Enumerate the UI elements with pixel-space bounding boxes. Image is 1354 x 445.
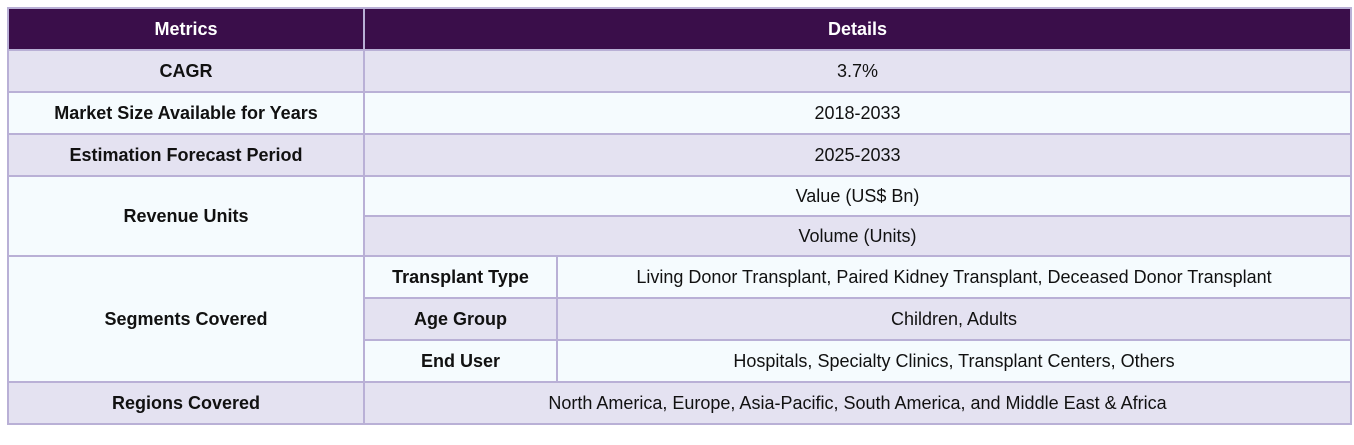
report-table: Metrics Details CAGR 3.7% Market Size Av… bbox=[7, 7, 1352, 425]
forecast-label: Estimation Forecast Period bbox=[7, 133, 365, 177]
segment-row: Segments Covered Transplant Type Living … bbox=[7, 255, 1352, 383]
segment-value: Living Donor Transplant, Paired Kidney T… bbox=[556, 255, 1352, 299]
header-row: Metrics Details bbox=[7, 7, 1352, 51]
segment-value: Hospitals, Specialty Clinics, Transplant… bbox=[556, 339, 1352, 383]
revenue-units-value-2: Volume (Units) bbox=[363, 215, 1352, 257]
revenue-units-row-2: Volume (Units) bbox=[8, 215, 1352, 257]
details-header: Details bbox=[363, 7, 1352, 51]
segment-name: End User bbox=[363, 339, 558, 383]
regions-row: Regions Covered North America, Europe, A… bbox=[7, 381, 1352, 425]
segment-row: End User Hospitals, Specialty Clinics, T… bbox=[8, 339, 1352, 383]
cagr-label: CAGR bbox=[7, 49, 365, 93]
revenue-units-value-1: Value (US$ Bn) bbox=[363, 175, 1352, 217]
regions-value: North America, Europe, Asia-Pacific, Sou… bbox=[363, 381, 1352, 425]
cagr-value: 3.7% bbox=[363, 49, 1352, 93]
forecast-row: Estimation Forecast Period 2025-2033 bbox=[7, 133, 1352, 177]
revenue-units-label: Revenue Units bbox=[7, 175, 365, 257]
segment-value: Children, Adults bbox=[556, 297, 1352, 341]
market-size-label: Market Size Available for Years bbox=[7, 91, 365, 135]
segment-name: Age Group bbox=[363, 297, 558, 341]
revenue-units-row: Revenue Units Value (US$ Bn) bbox=[7, 175, 1352, 257]
market-size-value: 2018-2033 bbox=[363, 91, 1352, 135]
regions-label: Regions Covered bbox=[7, 381, 365, 425]
market-size-row: Market Size Available for Years 2018-203… bbox=[7, 91, 1352, 135]
metrics-header: Metrics bbox=[7, 7, 365, 51]
segment-row: Age Group Children, Adults bbox=[8, 297, 1352, 341]
segments-label: Segments Covered bbox=[7, 255, 365, 383]
cagr-row: CAGR 3.7% bbox=[7, 49, 1352, 93]
segment-name: Transplant Type bbox=[363, 255, 558, 299]
forecast-value: 2025-2033 bbox=[363, 133, 1352, 177]
